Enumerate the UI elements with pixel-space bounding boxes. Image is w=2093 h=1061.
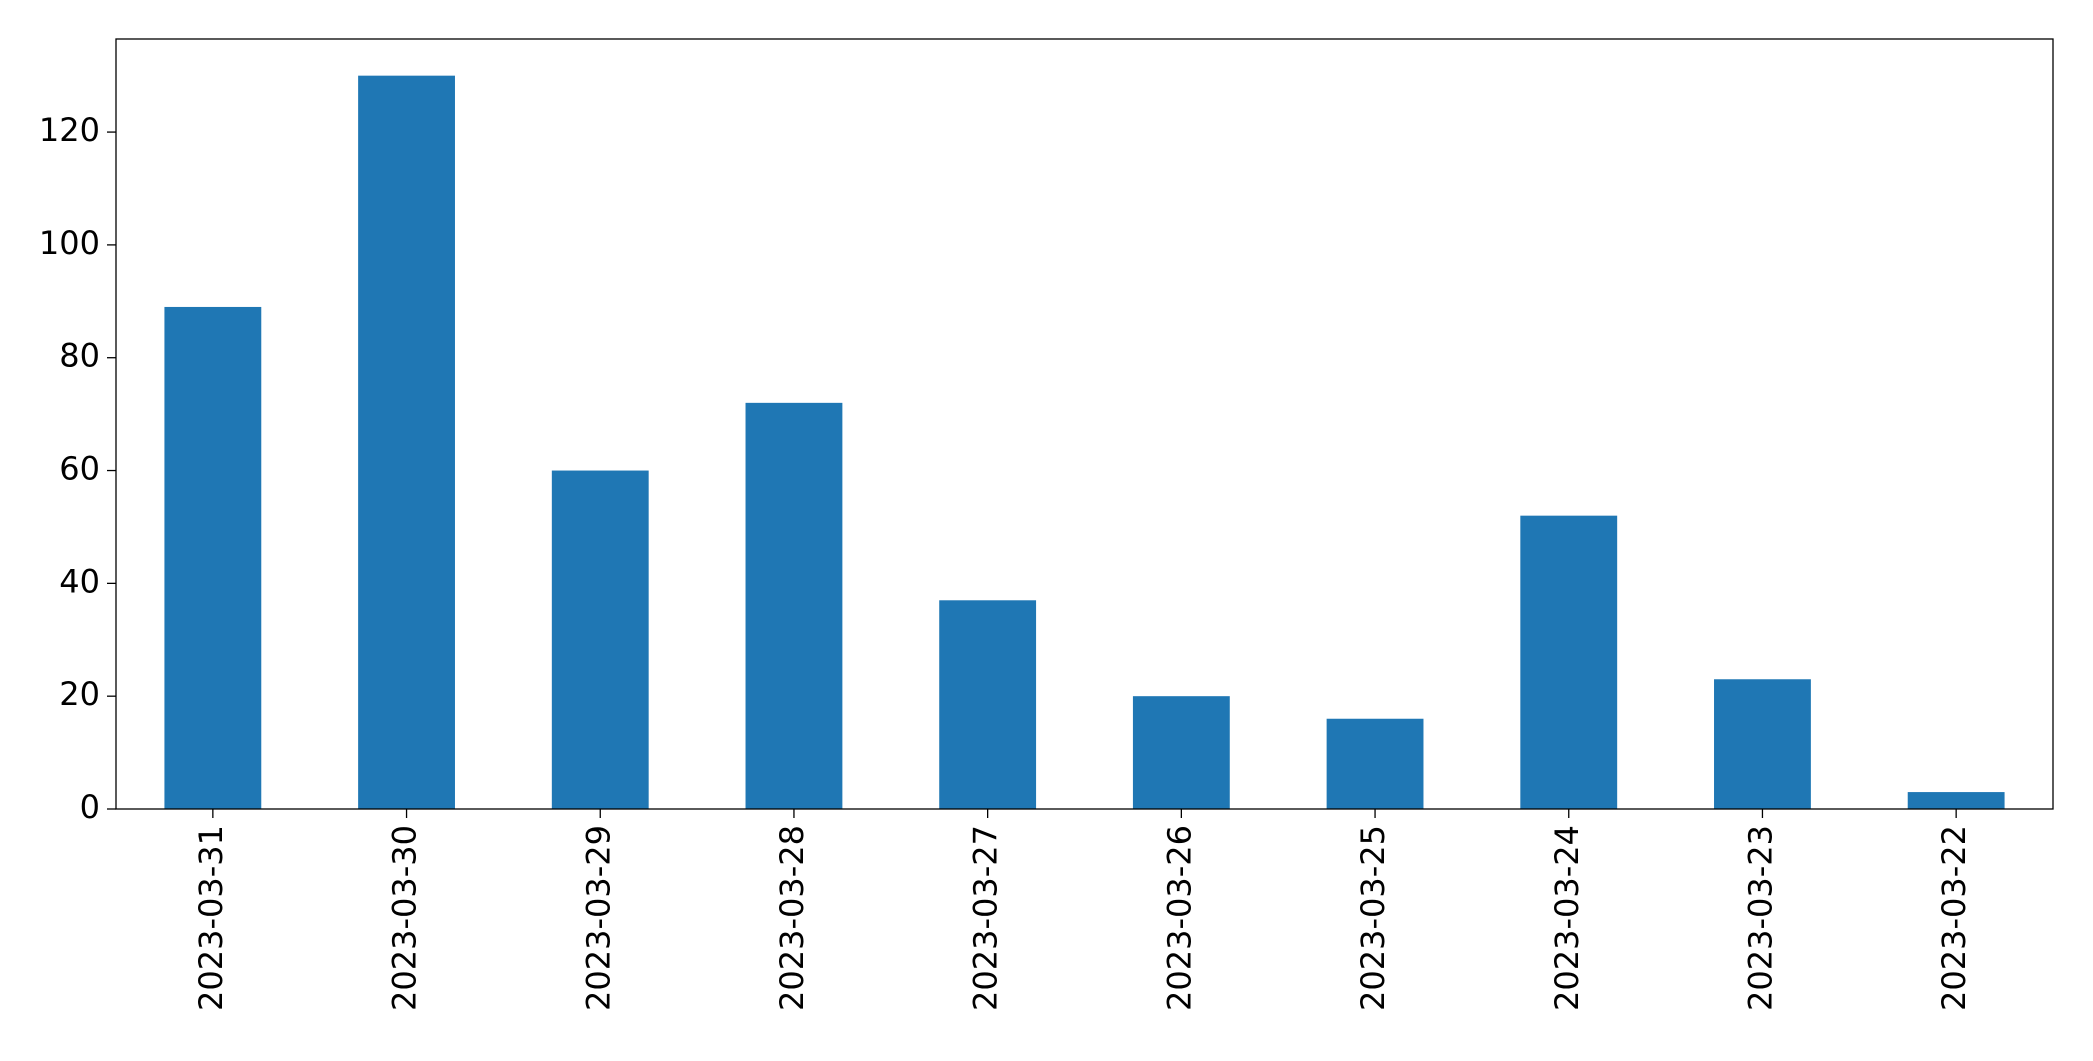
- y-tick-label: 40: [59, 562, 100, 600]
- x-tick-label: 2023-03-22: [1935, 825, 1973, 1011]
- y-tick-label: 20: [59, 675, 100, 713]
- y-tick-label: 80: [59, 337, 100, 375]
- x-tick-label: 2023-03-24: [1548, 825, 1586, 1011]
- bar: [551, 470, 649, 809]
- x-tick-label: 2023-03-26: [1160, 825, 1198, 1011]
- bar: [1326, 718, 1424, 809]
- y-tick-label: 100: [39, 224, 100, 262]
- x-tick-label: 2023-03-29: [579, 825, 617, 1011]
- x-tick-label: 2023-03-31: [192, 825, 230, 1011]
- bar: [1132, 696, 1230, 809]
- x-tick-label: 2023-03-30: [386, 825, 424, 1011]
- plot-frame: [115, 38, 2054, 810]
- x-tick-label: 2023-03-27: [967, 825, 1005, 1011]
- y-tick-label: 60: [59, 450, 100, 488]
- bar: [1907, 792, 2005, 809]
- y-tick-label: 120: [39, 111, 100, 149]
- bar: [939, 600, 1037, 809]
- bar: [164, 306, 262, 809]
- bar: [358, 75, 455, 809]
- bar: [745, 402, 843, 809]
- x-tick-label: 2023-03-23: [1741, 825, 1779, 1011]
- x-tick-label: 2023-03-25: [1354, 825, 1392, 1011]
- x-tick-label: 2023-03-28: [773, 825, 811, 1011]
- bar: [1520, 515, 1618, 809]
- y-tick-label: 0: [80, 788, 100, 826]
- bar: [1714, 679, 1811, 809]
